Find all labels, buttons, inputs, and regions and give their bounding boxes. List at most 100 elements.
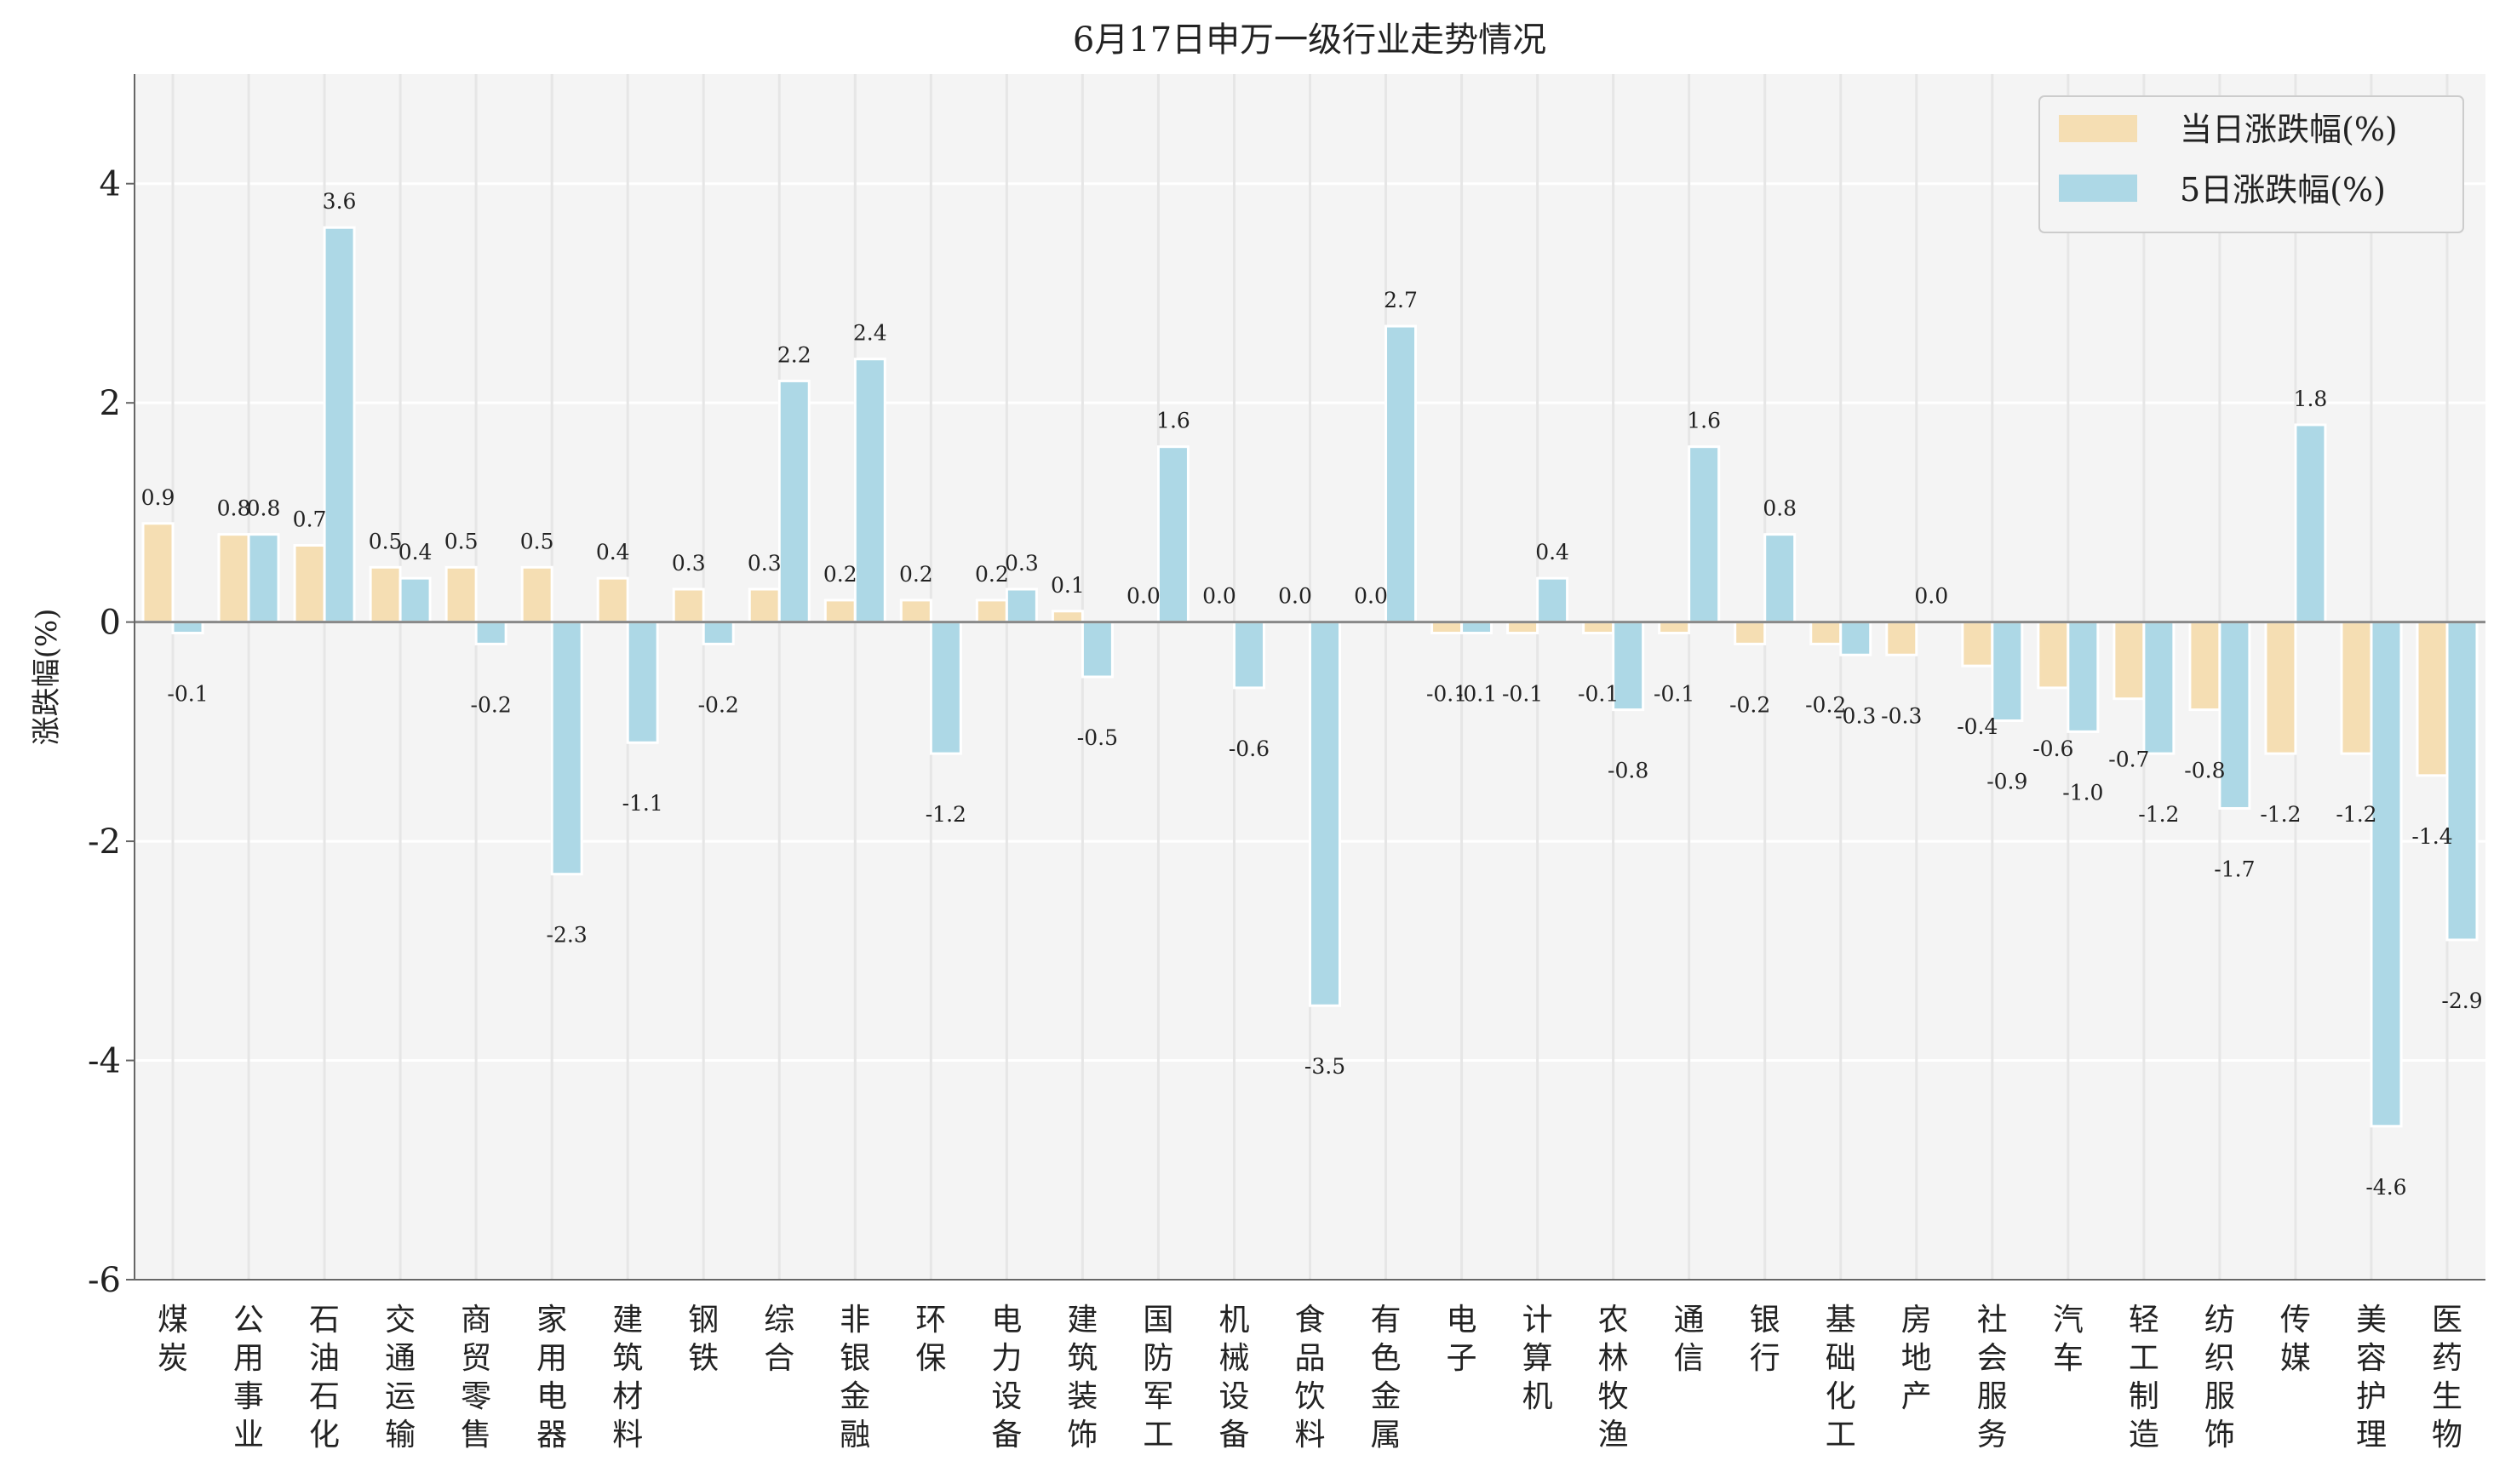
x-tick-label: 料 bbox=[1294, 1418, 1325, 1452]
x-tick-label: 备 bbox=[1218, 1418, 1249, 1452]
data-label-daily: 0.7 bbox=[293, 507, 327, 532]
bar-5day bbox=[1005, 587, 1038, 624]
x-tick-label: 化 bbox=[1826, 1379, 1856, 1414]
x-tick-label: 融 bbox=[840, 1418, 870, 1452]
y-axis-label: 涨跌幅(%) bbox=[30, 609, 64, 746]
x-tick-label: 医 bbox=[2432, 1303, 2462, 1338]
x-tick-label: 色 bbox=[1371, 1341, 1402, 1376]
legend-swatch-5day bbox=[2059, 175, 2137, 202]
bar-5day bbox=[247, 533, 280, 624]
data-label-daily: 0.0 bbox=[1354, 584, 1388, 609]
x-tick-label: 建 bbox=[1067, 1303, 1098, 1338]
x-tick-label: 食 bbox=[1294, 1303, 1325, 1338]
data-label-daily: -0.2 bbox=[1805, 692, 1846, 717]
x-tick-label: 基 bbox=[1826, 1303, 1856, 1338]
data-label-daily: -0.4 bbox=[1957, 714, 1998, 739]
data-label-5day: -1.2 bbox=[2138, 802, 2179, 827]
bar-daily bbox=[975, 599, 1008, 624]
x-tick-label: 工 bbox=[1826, 1418, 1856, 1452]
x-tick-label: 地 bbox=[1901, 1341, 1932, 1376]
data-label-daily: 0.5 bbox=[444, 529, 479, 553]
data-label-5day: 1.8 bbox=[2294, 387, 2328, 411]
data-label-5day: -0.2 bbox=[471, 692, 512, 717]
data-label-5day: 3.6 bbox=[323, 189, 357, 214]
x-tick-label: 筑 bbox=[1067, 1341, 1098, 1376]
data-label-5day: -1.7 bbox=[2214, 857, 2255, 881]
x-tick-label: 用 bbox=[536, 1341, 567, 1376]
x-tick-label: 综 bbox=[764, 1303, 794, 1338]
data-label-5day: 1.6 bbox=[1687, 409, 1721, 433]
data-label-daily: -1.2 bbox=[2260, 802, 2301, 827]
bar-daily bbox=[217, 533, 250, 624]
x-tick-label: 公 bbox=[233, 1303, 264, 1338]
x-tick-label: 国 bbox=[1143, 1303, 1173, 1338]
x-tick-label: 业 bbox=[233, 1418, 264, 1452]
data-label-daily: -0.1 bbox=[1654, 682, 1694, 707]
data-label-daily: 0.5 bbox=[369, 529, 403, 553]
x-tick-label: 备 bbox=[991, 1418, 1022, 1452]
x-ticks: 煤炭公用事业石油石化交通运输商贸零售家用电器建筑材料钢铁综合非银金融环保电力设备… bbox=[158, 1303, 2462, 1452]
data-label-daily: 0.2 bbox=[975, 562, 1009, 587]
bar-daily bbox=[1051, 610, 1084, 624]
bar-daily bbox=[1506, 621, 1539, 635]
data-label-5day: -0.9 bbox=[1986, 769, 2027, 794]
bar-5day bbox=[2142, 621, 2176, 755]
data-label-5day: 1.6 bbox=[1156, 409, 1190, 433]
x-tick-label: 房 bbox=[1901, 1303, 1932, 1338]
bar-daily bbox=[596, 576, 629, 624]
x-tick-label: 装 bbox=[1067, 1379, 1098, 1414]
x-tick-label: 药 bbox=[2432, 1341, 2462, 1376]
legend-label-5day: 5日涨跌幅(%) bbox=[2180, 171, 2386, 209]
bar-5day bbox=[1232, 621, 1265, 690]
bar-5day bbox=[1156, 445, 1190, 624]
bar-daily bbox=[899, 599, 932, 624]
x-tick-label: 材 bbox=[612, 1379, 643, 1414]
x-tick-label: 金 bbox=[840, 1379, 870, 1414]
data-label-5day: 0.8 bbox=[247, 496, 281, 521]
x-tick-label: 制 bbox=[2129, 1379, 2159, 1414]
x-tick-label: 汽 bbox=[2053, 1303, 2084, 1338]
bar-5day bbox=[1688, 445, 1721, 624]
bar-5day bbox=[2370, 621, 2403, 1128]
y-tick-label: -4 bbox=[88, 1042, 121, 1081]
x-tick-label: 铁 bbox=[688, 1341, 719, 1376]
bar-5day bbox=[929, 621, 962, 755]
data-label-daily: 0.4 bbox=[596, 540, 630, 564]
x-tick-label: 属 bbox=[1371, 1418, 1402, 1452]
x-tick-label: 环 bbox=[915, 1303, 946, 1338]
x-tick-label: 理 bbox=[2356, 1418, 2387, 1452]
data-label-5day: 0.3 bbox=[1005, 551, 1039, 576]
data-label-5day: -2.3 bbox=[547, 923, 588, 948]
x-tick-label: 算 bbox=[1522, 1341, 1553, 1376]
x-tick-label: 保 bbox=[915, 1341, 946, 1376]
x-tick-label: 渔 bbox=[1598, 1418, 1629, 1452]
x-tick-label: 合 bbox=[764, 1341, 794, 1376]
x-tick-label: 炭 bbox=[158, 1341, 188, 1376]
x-tick-label: 电 bbox=[991, 1303, 1022, 1338]
data-label-5day: 2.2 bbox=[777, 342, 811, 367]
x-tick-label: 械 bbox=[1218, 1341, 1249, 1376]
x-tick-label: 设 bbox=[1218, 1379, 1249, 1414]
data-label-5day: -0.1 bbox=[1456, 682, 1497, 707]
data-label-daily: 0.1 bbox=[1051, 573, 1085, 598]
data-label-daily: 0.3 bbox=[748, 551, 782, 576]
bar-5day bbox=[777, 379, 811, 624]
data-label-5day: -3.5 bbox=[1304, 1054, 1345, 1079]
y-tick-label: 2 bbox=[100, 384, 121, 423]
bar-5day bbox=[1839, 621, 1872, 656]
x-tick-label: 车 bbox=[2053, 1341, 2084, 1376]
x-tick-label: 务 bbox=[1977, 1418, 2008, 1452]
x-tick-label: 工 bbox=[2129, 1341, 2159, 1376]
bar-daily bbox=[141, 522, 175, 624]
x-tick-label: 有 bbox=[1371, 1303, 1402, 1338]
bar-5day bbox=[1081, 621, 1114, 679]
bar-daily bbox=[1885, 621, 1918, 656]
x-tick-label: 织 bbox=[2204, 1341, 2235, 1376]
x-tick-label: 设 bbox=[991, 1379, 1022, 1414]
bar-daily bbox=[1809, 621, 1843, 645]
bar-daily bbox=[1582, 621, 1615, 635]
x-tick-label: 油 bbox=[309, 1341, 340, 1376]
data-label-daily: 0.8 bbox=[217, 496, 251, 521]
x-tick-label: 品 bbox=[1294, 1341, 1325, 1376]
data-label-5day: 2.4 bbox=[853, 321, 887, 346]
